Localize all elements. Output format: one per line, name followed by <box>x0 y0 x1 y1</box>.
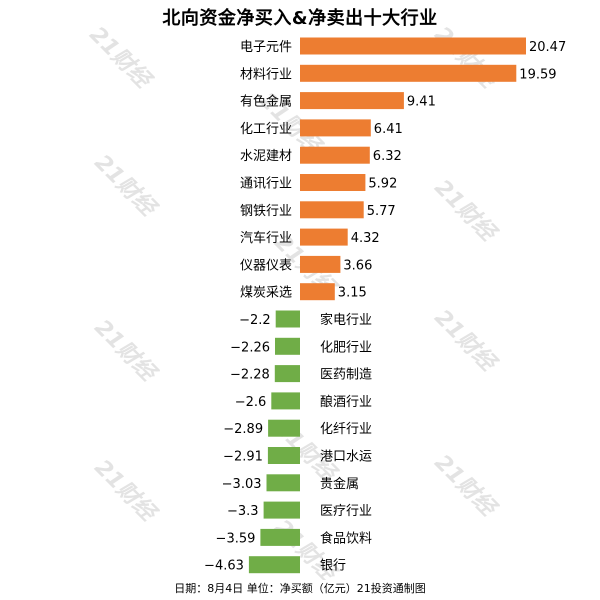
category-label: 家电行业 <box>320 312 372 328</box>
category-label: 钢铁行业 <box>240 204 292 219</box>
watermark-text: 21财经 <box>429 449 502 522</box>
bar <box>300 283 335 301</box>
value-label: −3.59 <box>216 531 256 546</box>
value-label: 3.15 <box>338 286 367 301</box>
value-label: 5.92 <box>368 177 397 192</box>
bar <box>263 501 300 519</box>
bar <box>300 146 370 164</box>
category-label: 煤炭采选 <box>240 286 292 301</box>
bar <box>266 474 300 492</box>
category-label: 酿酒行业 <box>320 394 372 410</box>
value-label: 4.32 <box>351 231 380 246</box>
category-label: 医疗行业 <box>320 504 372 519</box>
bar <box>267 447 300 464</box>
bar <box>248 556 300 574</box>
value-label: 5.77 <box>367 204 396 219</box>
bar <box>300 37 526 55</box>
watermark-text: 21财经 <box>89 149 162 222</box>
category-label: 化肥行业 <box>320 340 372 355</box>
category-label: 汽车行业 <box>240 230 292 246</box>
value-label: −2.26 <box>230 340 270 355</box>
bar <box>260 528 300 546</box>
watermark-text: 21财经 <box>89 454 162 527</box>
category-label: 银行 <box>320 559 346 574</box>
watermark-text: 21财经 <box>89 314 162 387</box>
value-label: 3.66 <box>343 258 372 273</box>
value-label: −2.28 <box>230 368 270 383</box>
category-label: 化工行业 <box>240 122 292 137</box>
watermark-text: 21财经 <box>429 304 502 377</box>
value-label: 19.59 <box>519 67 556 82</box>
value-label: 9.41 <box>407 95 436 110</box>
chart-title: 北向资金净买入&净卖出十大行业 <box>162 8 438 29</box>
category-label: 食品饮料 <box>320 530 372 546</box>
value-label: 6.32 <box>373 149 402 164</box>
category-label: 医药制造 <box>320 368 372 383</box>
watermark-text: 21财经 <box>429 174 502 247</box>
category-label: 有色金属 <box>240 94 292 110</box>
category-label: 贵金属 <box>320 476 359 492</box>
bar <box>300 201 364 219</box>
bar <box>300 119 371 137</box>
watermark-text: 21财经 <box>429 21 502 94</box>
bar <box>300 255 341 273</box>
bar <box>268 419 300 437</box>
value-label: −2.89 <box>223 422 263 437</box>
value-label: −2.91 <box>223 450 263 465</box>
value-label: −3.03 <box>222 477 262 492</box>
value-label: 6.41 <box>374 122 403 137</box>
bar <box>274 365 300 383</box>
value-label: −3.3 <box>227 504 259 519</box>
category-label: 材料行业 <box>240 67 292 82</box>
value-label: −4.63 <box>204 559 244 574</box>
category-label: 通讯行业 <box>240 177 292 192</box>
category-label: 仪器仪表 <box>240 258 292 273</box>
bar <box>271 392 300 410</box>
bar <box>300 92 404 110</box>
value-label: 20.47 <box>529 40 566 55</box>
category-label: 电子元件 <box>240 40 292 55</box>
bar <box>275 310 300 328</box>
category-label: 港口水运 <box>320 450 372 465</box>
category-label: 水泥建材 <box>240 149 292 164</box>
bar <box>300 174 366 191</box>
value-label: −2.6 <box>235 395 267 410</box>
value-label: −2.2 <box>239 313 271 328</box>
watermark-text: 21财经 <box>84 21 157 94</box>
bar <box>300 228 348 246</box>
category-label: 化纤行业 <box>320 422 372 437</box>
chart-footer: 日期：8月4日 单位：净买额（亿元）21投资通制图 <box>174 582 426 595</box>
bar <box>300 64 517 82</box>
bar <box>275 337 300 355</box>
